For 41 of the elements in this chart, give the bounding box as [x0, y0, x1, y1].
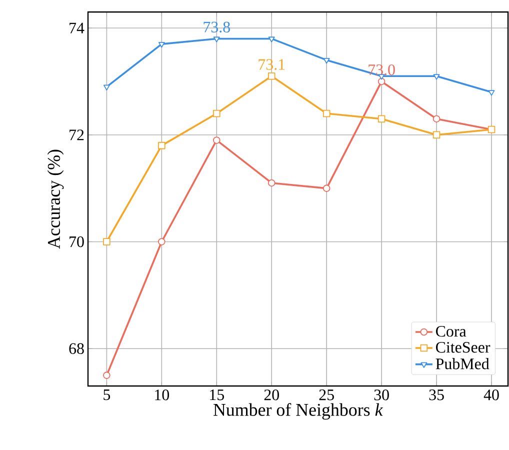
point: [432, 131, 440, 139]
x-tick-label: 25: [319, 390, 334, 400]
legend-label: PubMed: [436, 358, 490, 370]
legend-label: Cora: [436, 326, 466, 337]
annotation: 73.0: [368, 64, 395, 76]
legend-label: CiteSeer: [436, 342, 490, 353]
point: [433, 74, 440, 80]
point: [268, 36, 275, 42]
x-axis-title: Number of Neighbors k: [213, 403, 384, 420]
point: [103, 238, 110, 246]
point: [213, 136, 220, 144]
x-tick-label: 30: [374, 390, 389, 400]
point: [103, 84, 110, 90]
point: [268, 179, 276, 187]
x-tick-label: 20: [264, 390, 279, 400]
point: [213, 110, 220, 118]
annotation: 73.8: [204, 22, 230, 33]
y-tick-label: 70: [70, 236, 84, 248]
y-axis-title: Accuracy (%): [47, 150, 64, 249]
annotation: 73.1: [258, 59, 285, 70]
point: [158, 238, 166, 246]
point: [378, 115, 386, 122]
point: [213, 36, 220, 42]
point: [322, 184, 330, 192]
point: [488, 90, 495, 96]
point: [322, 110, 330, 118]
point: [158, 42, 165, 48]
point: [378, 78, 386, 86]
point: [323, 58, 330, 64]
x-tick-label: 15: [210, 390, 224, 400]
point: [103, 372, 110, 379]
point: [158, 142, 166, 150]
point: [432, 115, 440, 122]
point: [268, 72, 276, 80]
x-tick-label: 5: [104, 390, 110, 400]
y-tick-label: 74: [70, 22, 84, 34]
x-tick-label: 40: [484, 390, 499, 400]
x-tick-label: 10: [155, 390, 170, 400]
y-tick-label: 72: [70, 130, 84, 140]
y-tick-label: 68: [69, 343, 84, 354]
x-tick-label: 35: [429, 390, 444, 400]
